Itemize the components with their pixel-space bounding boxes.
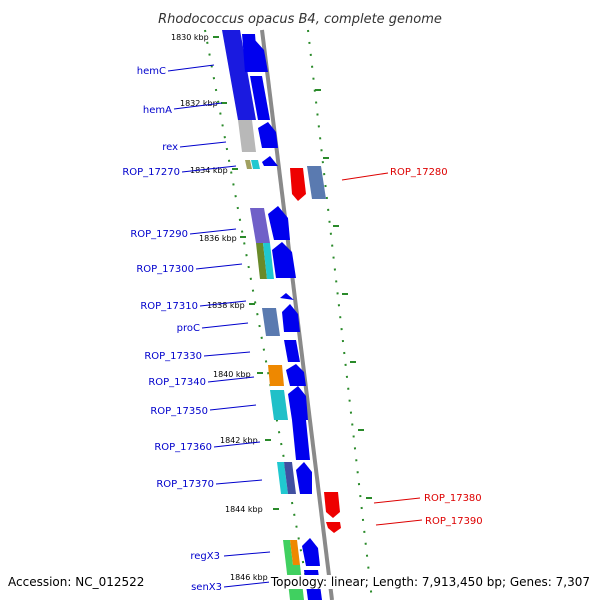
leader-line [189, 228, 237, 235]
gene-arrow[interactable] [258, 122, 278, 148]
right-gene-labels: ROP_17280 ROP_17380 ROP_17390 [390, 167, 483, 527]
ruler-label: 1844 kbp [225, 505, 263, 514]
gene-arrow[interactable] [280, 293, 294, 300]
gene-block-rex[interactable] [245, 160, 252, 169]
ruler-label: 1838 kbp [207, 301, 245, 310]
minus-strand-genes [222, 30, 304, 600]
leader-line [223, 551, 271, 557]
gene-block-rop17340[interactable] [268, 365, 284, 386]
gene-label-rop17330[interactable]: ROP_17330 [144, 351, 202, 362]
gene-label-rop17340[interactable]: ROP_17340 [148, 377, 206, 388]
gene-arrow[interactable] [292, 420, 310, 460]
gene-label-senx3[interactable]: senX3 [191, 582, 222, 593]
gene-block-regx3-b[interactable] [290, 540, 300, 565]
gene-block-regx3[interactable] [283, 540, 293, 565]
ruler-label: 1834 kbp [190, 166, 228, 175]
gene-arrow[interactable] [288, 386, 308, 420]
leader-line [199, 300, 247, 307]
ruler-label: 1832 kbp [180, 99, 218, 108]
leader-line [181, 165, 237, 173]
gene-label-rex[interactable]: rex [162, 142, 178, 153]
left-guide-dotted-line [204, 29, 311, 600]
gene-label-rop17310[interactable]: ROP_17310 [140, 301, 198, 312]
leader-line [195, 263, 243, 270]
leader-line [373, 497, 421, 504]
right-leader-lines [341, 172, 423, 526]
gene-arrow[interactable] [284, 340, 300, 362]
leader-line [375, 519, 423, 526]
accession-text: Accession: NC_012522 [6, 575, 147, 589]
gene-block-rop17290[interactable] [250, 208, 270, 243]
gene-label-rop17370[interactable]: ROP_17370 [156, 479, 214, 490]
gene-label-rop17350[interactable]: ROP_17350 [150, 406, 208, 417]
gene-arrow[interactable] [302, 538, 320, 566]
right-guide-dotted-line [307, 29, 373, 600]
gene-label-rop17300[interactable]: ROP_17300 [136, 264, 194, 275]
gene-block-rop17300-b[interactable] [263, 243, 274, 279]
leader-line [173, 102, 223, 110]
gene-arrow[interactable] [268, 206, 290, 240]
ruler-label: 1842 kbp [220, 436, 258, 445]
gene-label-rop17280[interactable]: ROP_17280 [390, 167, 448, 178]
gene-block-hemc[interactable] [222, 30, 256, 120]
gene-label-rop17390[interactable]: ROP_17390 [425, 516, 483, 527]
left-leader-lines [167, 64, 271, 588]
map-title: Rhodococcus opacus B4, complete genome [158, 12, 442, 27]
gene-block-rop17370-b[interactable] [284, 462, 296, 494]
gene-arrow[interactable] [272, 242, 296, 278]
ruler-label: 1840 kbp [213, 370, 251, 379]
gene-block-rop17280[interactable] [307, 166, 326, 199]
leader-line [207, 376, 255, 383]
ruler-label: 1846 kbp [230, 573, 268, 582]
gene-block-hema[interactable] [238, 120, 256, 152]
genome-summary-text: Topology: linear; Length: 7,913,450 bp; … [268, 575, 592, 589]
leader-line [209, 404, 257, 411]
gene-arrow[interactable] [286, 364, 306, 386]
gene-block-rop17310[interactable] [262, 308, 280, 336]
gene-label-regx3[interactable]: regX3 [190, 551, 220, 562]
leader-line [179, 141, 227, 148]
gene-arrow[interactable] [282, 304, 300, 332]
gene-arrow-rop17390[interactable] [326, 522, 341, 533]
gene-arrow-rop17380[interactable] [324, 492, 340, 518]
gene-block-rop17370[interactable] [277, 462, 288, 494]
gene-label-hema[interactable]: hemA [143, 105, 172, 116]
gene-label-rop17270[interactable]: ROP_17270 [122, 167, 180, 178]
gene-block-rop17300[interactable] [256, 243, 267, 279]
leader-line [203, 351, 251, 357]
gene-block-rop17350[interactable] [270, 390, 288, 420]
left-gene-labels: hemC hemA rex ROP_17270 ROP_17290 ROP_17… [122, 66, 222, 593]
gene-block-rex-b[interactable] [251, 160, 260, 169]
gene-label-proc[interactable]: proC [177, 323, 200, 334]
plus-strand-genes [290, 166, 341, 533]
gene-label-rop17380[interactable]: ROP_17380 [424, 493, 482, 504]
gene-label-hemc[interactable]: hemC [137, 66, 166, 77]
gene-arrow[interactable] [250, 76, 270, 120]
leader-line [167, 64, 215, 72]
leader-line [341, 172, 389, 181]
gene-arrow[interactable] [296, 462, 312, 494]
gene-arrow[interactable] [262, 156, 278, 166]
gene-arrow[interactable] [245, 40, 268, 72]
ruler-label: 1836 kbp [199, 234, 237, 243]
leader-line [213, 441, 261, 448]
ruler-label: 1830 kbp [171, 33, 209, 42]
gene-label-rop17360[interactable]: ROP_17360 [154, 442, 212, 453]
leader-line [215, 479, 263, 485]
gene-arrow-rop17280[interactable] [290, 168, 306, 201]
leader-line [223, 581, 271, 588]
leader-line [201, 322, 249, 329]
gene-label-rop17290[interactable]: ROP_17290 [130, 229, 188, 240]
